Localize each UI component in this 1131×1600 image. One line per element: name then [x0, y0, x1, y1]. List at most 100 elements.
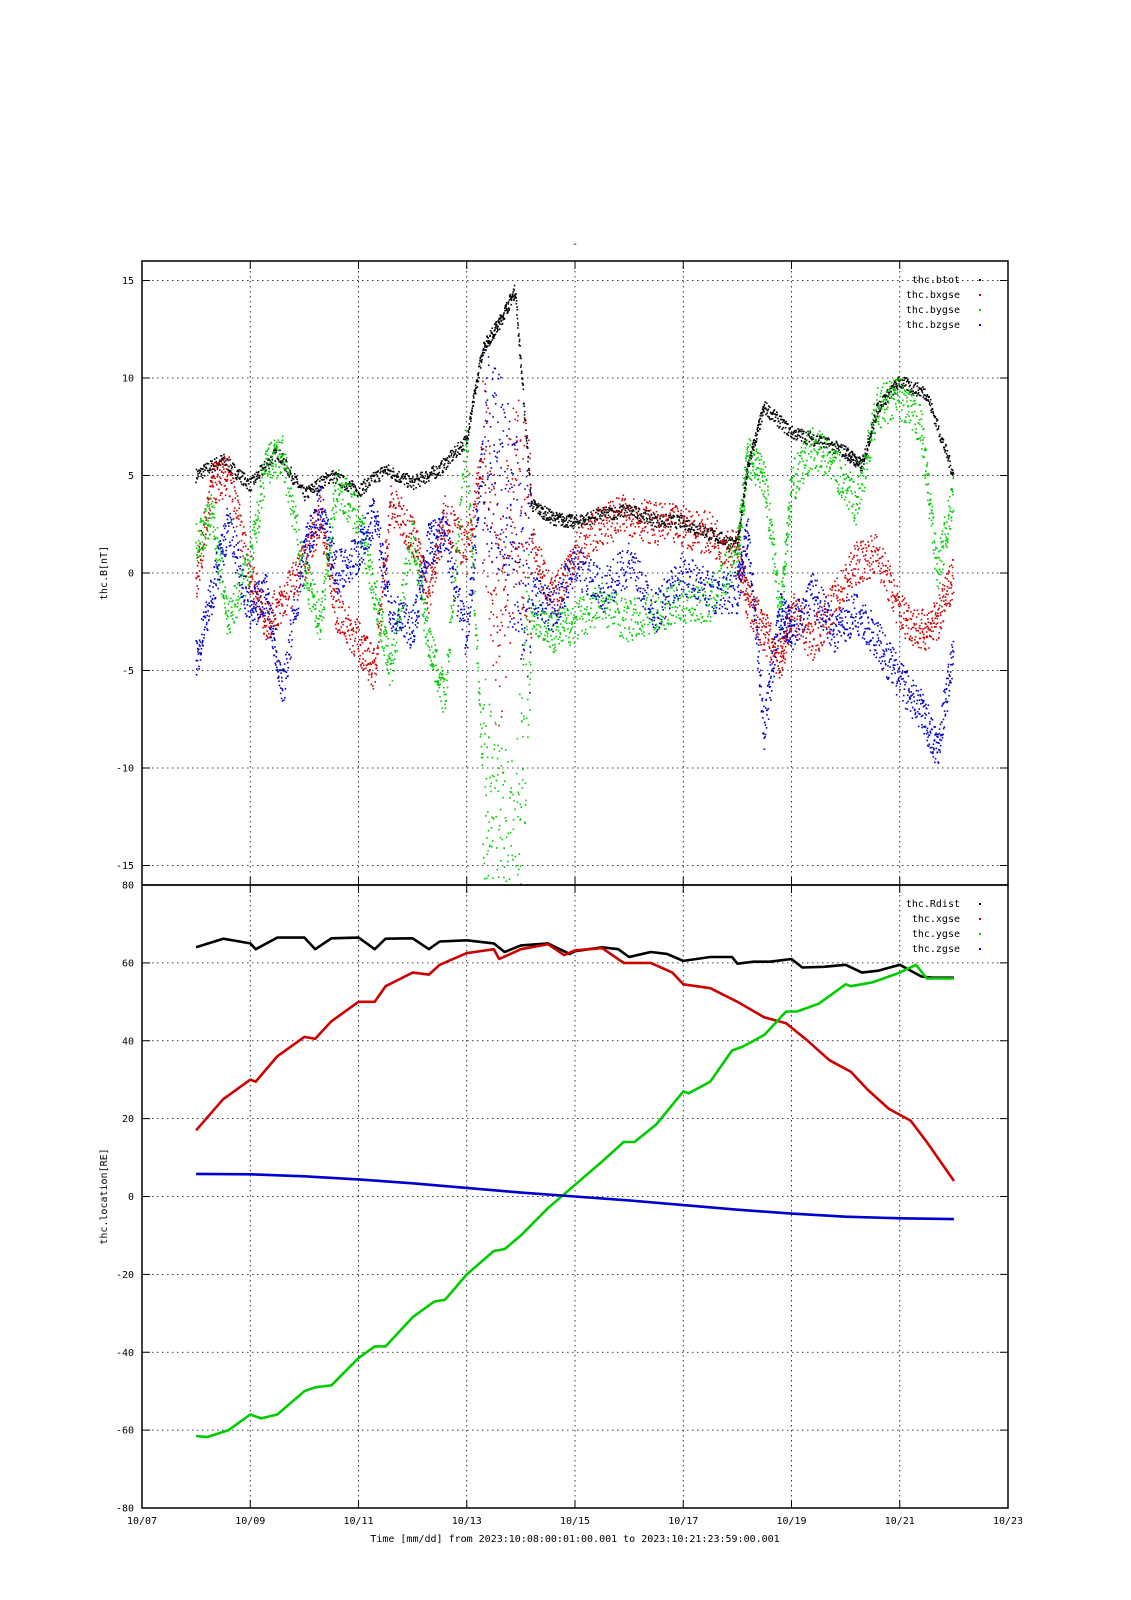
data-point	[223, 464, 225, 466]
data-point	[701, 522, 704, 525]
data-point	[539, 569, 541, 571]
data-point	[835, 608, 838, 610]
data-point	[342, 620, 345, 623]
data-point	[947, 572, 950, 575]
data-point	[487, 575, 489, 578]
data-point	[331, 473, 333, 475]
data-point	[422, 571, 424, 573]
data-point	[862, 458, 865, 461]
data-point	[499, 323, 501, 325]
data-point	[477, 466, 479, 469]
data-point	[506, 312, 509, 315]
data-point	[788, 618, 791, 620]
data-point	[737, 533, 739, 536]
data-point	[200, 565, 203, 568]
data-point	[525, 514, 527, 516]
data-point	[513, 586, 515, 588]
data-point	[910, 618, 913, 621]
data-point	[235, 516, 238, 519]
data-point	[871, 568, 874, 570]
data-point	[503, 571, 506, 574]
data-point	[572, 521, 574, 523]
data-point	[269, 459, 271, 462]
data-point	[632, 498, 635, 500]
data-point	[740, 518, 742, 521]
data-point	[318, 485, 320, 487]
data-point	[872, 426, 874, 429]
data-point	[339, 631, 342, 634]
data-point	[571, 514, 574, 517]
data-point	[553, 587, 555, 590]
data-point	[451, 541, 454, 544]
data-point	[381, 475, 384, 477]
data-point	[885, 569, 887, 572]
data-point	[519, 366, 522, 368]
data-point	[195, 468, 198, 471]
data-point	[428, 480, 430, 482]
data-point	[786, 642, 789, 645]
data-point	[768, 630, 771, 633]
data-point	[672, 517, 674, 519]
data-point	[638, 508, 641, 511]
data-point	[908, 637, 911, 640]
data-point	[810, 653, 812, 655]
data-point	[888, 579, 891, 582]
data-point	[851, 558, 854, 560]
data-point	[668, 523, 671, 526]
data-point	[291, 566, 293, 569]
data-point	[858, 547, 860, 550]
data-point	[416, 473, 418, 476]
data-point	[242, 526, 245, 528]
data-point	[467, 524, 469, 526]
data-point	[401, 508, 403, 511]
data-point	[829, 623, 832, 626]
data-point	[728, 537, 731, 539]
data-point	[757, 603, 759, 606]
data-point	[423, 477, 426, 479]
data-point	[558, 599, 561, 602]
data-point	[803, 648, 806, 651]
data-point	[666, 519, 668, 522]
data-point	[669, 516, 671, 519]
data-point	[785, 422, 788, 425]
data-point	[297, 590, 299, 593]
data-point	[605, 533, 607, 535]
data-point	[459, 551, 461, 554]
data-point	[902, 382, 905, 385]
data-point	[352, 485, 355, 488]
data-point	[794, 429, 796, 432]
data-point	[942, 620, 945, 622]
data-point	[681, 541, 683, 544]
data-point	[410, 486, 413, 488]
data-point	[518, 581, 520, 584]
data-point	[930, 611, 932, 613]
data-point	[522, 384, 524, 386]
data-point	[762, 649, 764, 651]
data-point	[577, 556, 580, 558]
data-point	[611, 509, 614, 512]
data-point	[424, 482, 426, 485]
data-point	[842, 455, 845, 457]
data-point	[863, 457, 866, 460]
data-point	[376, 653, 378, 655]
data-point	[573, 521, 575, 523]
data-point	[544, 594, 547, 596]
data-point	[250, 489, 253, 491]
data-point	[275, 451, 277, 453]
data-point	[950, 581, 952, 584]
data-point	[898, 380, 900, 383]
data-point	[618, 510, 620, 512]
data-point	[239, 514, 241, 517]
data-point	[336, 479, 339, 481]
data-point	[533, 533, 536, 536]
data-point	[217, 461, 220, 464]
data-point	[832, 443, 835, 446]
data-point	[514, 297, 516, 299]
data-point	[428, 612, 430, 614]
data-point	[656, 515, 659, 518]
data-point	[447, 532, 449, 535]
data-point	[448, 524, 451, 527]
data-point	[800, 440, 803, 442]
data-point	[336, 599, 338, 602]
data-point	[779, 638, 782, 640]
